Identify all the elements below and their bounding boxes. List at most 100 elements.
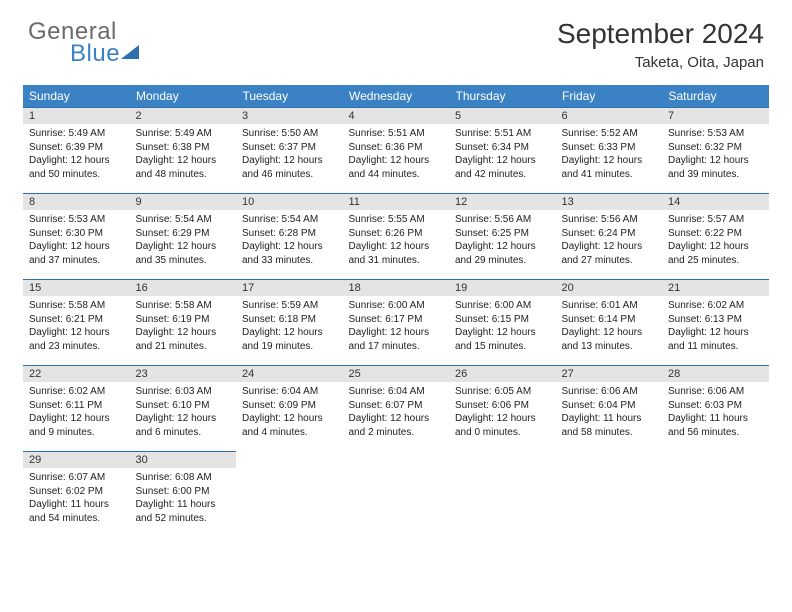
calendar-head: SundayMondayTuesdayWednesdayThursdayFrid… bbox=[23, 85, 769, 107]
daylight-line: Daylight: 12 hours and 33 minutes. bbox=[242, 240, 337, 267]
day-body: Sunrise: 5:56 AMSunset: 6:24 PMDaylight:… bbox=[556, 210, 663, 273]
calendar-cell: 30Sunrise: 6:08 AMSunset: 6:00 PMDayligh… bbox=[130, 451, 237, 537]
day-number: 24 bbox=[236, 365, 343, 382]
calendar-cell: 12Sunrise: 5:56 AMSunset: 6:25 PMDayligh… bbox=[449, 193, 556, 279]
sunrise-line: Sunrise: 6:00 AM bbox=[455, 299, 550, 313]
day-number: 2 bbox=[130, 107, 237, 124]
day-body: Sunrise: 6:00 AMSunset: 6:17 PMDaylight:… bbox=[343, 296, 450, 359]
title-block: September 2024 Taketa, Oita, Japan bbox=[557, 18, 764, 71]
daylight-line: Daylight: 12 hours and 15 minutes. bbox=[455, 326, 550, 353]
sunrise-line: Sunrise: 6:01 AM bbox=[562, 299, 657, 313]
sunset-line: Sunset: 6:03 PM bbox=[668, 399, 763, 413]
day-number: 27 bbox=[556, 365, 663, 382]
sunrise-line: Sunrise: 6:08 AM bbox=[136, 471, 231, 485]
calendar-row: 22Sunrise: 6:02 AMSunset: 6:11 PMDayligh… bbox=[23, 365, 769, 451]
day-body: Sunrise: 6:06 AMSunset: 6:04 PMDaylight:… bbox=[556, 382, 663, 445]
calendar-cell: 23Sunrise: 6:03 AMSunset: 6:10 PMDayligh… bbox=[130, 365, 237, 451]
sunset-line: Sunset: 6:29 PM bbox=[136, 227, 231, 241]
sunset-line: Sunset: 6:30 PM bbox=[29, 227, 124, 241]
day-number: 10 bbox=[236, 193, 343, 210]
header: General Blue September 2024 Taketa, Oita… bbox=[0, 0, 792, 79]
sunrise-line: Sunrise: 6:04 AM bbox=[242, 385, 337, 399]
day-body: Sunrise: 6:04 AMSunset: 6:07 PMDaylight:… bbox=[343, 382, 450, 445]
sunset-line: Sunset: 6:39 PM bbox=[29, 141, 124, 155]
day-body: Sunrise: 5:56 AMSunset: 6:25 PMDaylight:… bbox=[449, 210, 556, 273]
day-number: 14 bbox=[662, 193, 769, 210]
sunrise-line: Sunrise: 5:51 AM bbox=[349, 127, 444, 141]
day-number: 21 bbox=[662, 279, 769, 296]
calendar-cell: 16Sunrise: 5:58 AMSunset: 6:19 PMDayligh… bbox=[130, 279, 237, 365]
sunset-line: Sunset: 6:07 PM bbox=[349, 399, 444, 413]
logo-text: General Blue bbox=[28, 18, 139, 68]
day-body: Sunrise: 6:02 AMSunset: 6:11 PMDaylight:… bbox=[23, 382, 130, 445]
calendar-row: 1Sunrise: 5:49 AMSunset: 6:39 PMDaylight… bbox=[23, 107, 769, 193]
sunrise-line: Sunrise: 5:56 AM bbox=[562, 213, 657, 227]
day-body: Sunrise: 6:01 AMSunset: 6:14 PMDaylight:… bbox=[556, 296, 663, 359]
sunset-line: Sunset: 6:04 PM bbox=[562, 399, 657, 413]
calendar-cell: 10Sunrise: 5:54 AMSunset: 6:28 PMDayligh… bbox=[236, 193, 343, 279]
sunrise-line: Sunrise: 5:53 AM bbox=[29, 213, 124, 227]
calendar-table: SundayMondayTuesdayWednesdayThursdayFrid… bbox=[23, 85, 769, 537]
calendar-cell bbox=[662, 451, 769, 537]
day-number: 28 bbox=[662, 365, 769, 382]
day-number: 23 bbox=[130, 365, 237, 382]
daylight-line: Daylight: 12 hours and 11 minutes. bbox=[668, 326, 763, 353]
day-number: 20 bbox=[556, 279, 663, 296]
location-subtitle: Taketa, Oita, Japan bbox=[557, 54, 764, 71]
day-number: 7 bbox=[662, 107, 769, 124]
calendar-cell: 13Sunrise: 5:56 AMSunset: 6:24 PMDayligh… bbox=[556, 193, 663, 279]
day-body: Sunrise: 5:59 AMSunset: 6:18 PMDaylight:… bbox=[236, 296, 343, 359]
day-number: 19 bbox=[449, 279, 556, 296]
sunset-line: Sunset: 6:33 PM bbox=[562, 141, 657, 155]
day-number: 18 bbox=[343, 279, 450, 296]
sunrise-line: Sunrise: 6:04 AM bbox=[349, 385, 444, 399]
daylight-line: Daylight: 12 hours and 50 minutes. bbox=[29, 154, 124, 181]
weekday-saturday: Saturday bbox=[662, 85, 769, 107]
day-number: 6 bbox=[556, 107, 663, 124]
sunset-line: Sunset: 6:11 PM bbox=[29, 399, 124, 413]
sunset-line: Sunset: 6:02 PM bbox=[29, 485, 124, 499]
sunset-line: Sunset: 6:28 PM bbox=[242, 227, 337, 241]
day-number: 1 bbox=[23, 107, 130, 124]
sunrise-line: Sunrise: 5:59 AM bbox=[242, 299, 337, 313]
calendar-cell: 29Sunrise: 6:07 AMSunset: 6:02 PMDayligh… bbox=[23, 451, 130, 537]
calendar-cell: 22Sunrise: 6:02 AMSunset: 6:11 PMDayligh… bbox=[23, 365, 130, 451]
daylight-line: Daylight: 12 hours and 41 minutes. bbox=[562, 154, 657, 181]
sunrise-line: Sunrise: 5:49 AM bbox=[136, 127, 231, 141]
calendar-cell: 25Sunrise: 6:04 AMSunset: 6:07 PMDayligh… bbox=[343, 365, 450, 451]
sunrise-line: Sunrise: 5:53 AM bbox=[668, 127, 763, 141]
day-body: Sunrise: 5:53 AMSunset: 6:32 PMDaylight:… bbox=[662, 124, 769, 187]
day-body: Sunrise: 6:06 AMSunset: 6:03 PMDaylight:… bbox=[662, 382, 769, 445]
calendar-cell: 15Sunrise: 5:58 AMSunset: 6:21 PMDayligh… bbox=[23, 279, 130, 365]
sunrise-line: Sunrise: 6:03 AM bbox=[136, 385, 231, 399]
calendar-cell: 14Sunrise: 5:57 AMSunset: 6:22 PMDayligh… bbox=[662, 193, 769, 279]
daylight-line: Daylight: 11 hours and 58 minutes. bbox=[562, 412, 657, 439]
day-number: 5 bbox=[449, 107, 556, 124]
calendar-row: 8Sunrise: 5:53 AMSunset: 6:30 PMDaylight… bbox=[23, 193, 769, 279]
day-number: 3 bbox=[236, 107, 343, 124]
calendar-cell: 11Sunrise: 5:55 AMSunset: 6:26 PMDayligh… bbox=[343, 193, 450, 279]
day-body: Sunrise: 5:54 AMSunset: 6:29 PMDaylight:… bbox=[130, 210, 237, 273]
daylight-line: Daylight: 12 hours and 0 minutes. bbox=[455, 412, 550, 439]
sunset-line: Sunset: 6:37 PM bbox=[242, 141, 337, 155]
sunrise-line: Sunrise: 5:54 AM bbox=[136, 213, 231, 227]
calendar-cell: 3Sunrise: 5:50 AMSunset: 6:37 PMDaylight… bbox=[236, 107, 343, 193]
day-body: Sunrise: 5:54 AMSunset: 6:28 PMDaylight:… bbox=[236, 210, 343, 273]
calendar-cell bbox=[343, 451, 450, 537]
calendar-cell: 7Sunrise: 5:53 AMSunset: 6:32 PMDaylight… bbox=[662, 107, 769, 193]
day-body: Sunrise: 5:51 AMSunset: 6:34 PMDaylight:… bbox=[449, 124, 556, 187]
day-number: 17 bbox=[236, 279, 343, 296]
sunrise-line: Sunrise: 5:50 AM bbox=[242, 127, 337, 141]
day-number: 16 bbox=[130, 279, 237, 296]
sunrise-line: Sunrise: 6:06 AM bbox=[668, 385, 763, 399]
sunrise-line: Sunrise: 6:00 AM bbox=[349, 299, 444, 313]
daylight-line: Daylight: 12 hours and 39 minutes. bbox=[668, 154, 763, 181]
day-body: Sunrise: 5:52 AMSunset: 6:33 PMDaylight:… bbox=[556, 124, 663, 187]
calendar-cell: 2Sunrise: 5:49 AMSunset: 6:38 PMDaylight… bbox=[130, 107, 237, 193]
weekday-thursday: Thursday bbox=[449, 85, 556, 107]
day-body: Sunrise: 5:57 AMSunset: 6:22 PMDaylight:… bbox=[662, 210, 769, 273]
calendar-cell bbox=[236, 451, 343, 537]
calendar-cell: 17Sunrise: 5:59 AMSunset: 6:18 PMDayligh… bbox=[236, 279, 343, 365]
weekday-tuesday: Tuesday bbox=[236, 85, 343, 107]
calendar-cell bbox=[449, 451, 556, 537]
